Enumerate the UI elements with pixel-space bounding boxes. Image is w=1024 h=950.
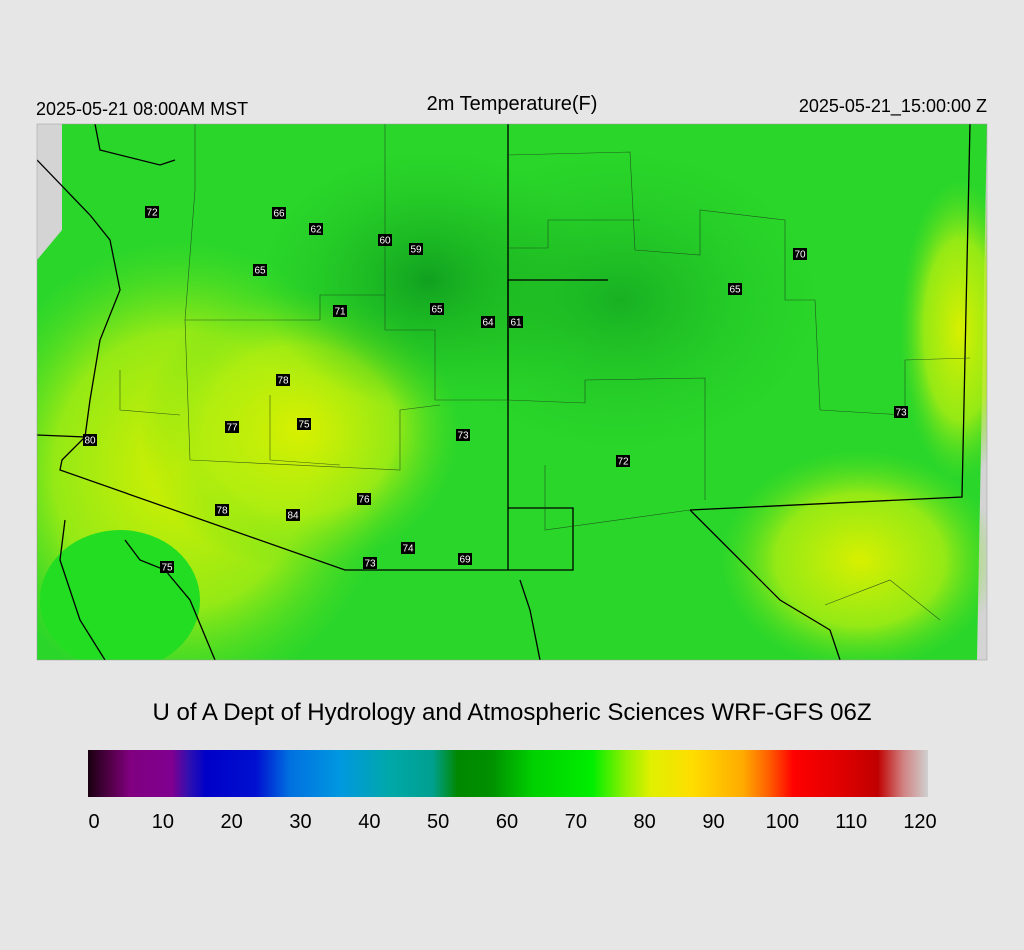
map-frame <box>36 123 988 661</box>
station-box <box>363 557 377 569</box>
station-box <box>481 316 495 328</box>
colorbar-tick-label: 110 <box>835 811 867 833</box>
station-box <box>333 305 347 317</box>
county-line <box>824 579 941 621</box>
state-border <box>37 434 574 571</box>
county-line <box>184 124 196 461</box>
county-line <box>119 370 181 416</box>
station-value: 78 <box>216 506 228 517</box>
station-box <box>357 493 371 505</box>
station-box <box>616 455 630 467</box>
station-value: 66 <box>273 209 285 220</box>
station-box <box>509 316 523 328</box>
map: 72 66 62 60 59 65 71 65 64 61 70 65 78 77 75 73 80 73 72 78… <box>37 124 987 660</box>
station-value: 60 <box>379 236 391 247</box>
station-value: 75 <box>161 563 173 574</box>
colorbar-tick-label: 100 <box>766 811 799 833</box>
station-box <box>160 561 174 573</box>
colorbar <box>88 750 928 797</box>
county-line <box>269 395 341 466</box>
county-line <box>508 219 640 249</box>
station-box <box>894 406 908 418</box>
state-border <box>689 509 841 660</box>
station-box <box>728 283 742 295</box>
station-value: 72 <box>146 208 158 219</box>
colorbar-tick-label: 70 <box>565 811 587 833</box>
station-value: 75 <box>298 420 310 431</box>
colorbar-tick-label: 30 <box>289 811 311 833</box>
colorbar-tick-label: 40 <box>358 811 380 833</box>
local-time: 2025-05-21 08:00AM MST <box>36 99 248 119</box>
station-labels: 72 66 62 60 59 65 71 65 64 61 70 65 78 77 75 73 80 73 72 78… <box>83 206 908 574</box>
station-box <box>225 421 239 433</box>
station-box <box>430 303 444 315</box>
credit: U of A Dept of Hydrology and Atmospheric… <box>153 699 872 726</box>
station-value: 64 <box>482 318 494 329</box>
state-border <box>507 279 608 400</box>
station-value: 78 <box>277 376 289 387</box>
station-value: 73 <box>457 431 469 442</box>
gulf-area <box>40 530 200 660</box>
colorbar-tick-label: 80 <box>634 811 656 833</box>
station-value: 73 <box>895 408 907 419</box>
county-line <box>185 294 385 321</box>
state-border <box>689 124 971 511</box>
station-value: 62 <box>310 225 322 236</box>
station-box <box>309 223 323 235</box>
county-line <box>189 404 441 471</box>
station-box <box>83 434 97 446</box>
station-value: 61 <box>510 318 522 329</box>
station-box <box>793 248 807 260</box>
station-value: 69 <box>459 555 471 566</box>
station-value: 76 <box>358 495 370 506</box>
colorbar-tick-label: 20 <box>221 811 243 833</box>
station-box <box>378 234 392 246</box>
station-box <box>272 207 286 219</box>
station-value: 65 <box>729 285 741 296</box>
cool-area <box>420 150 820 450</box>
county-line <box>507 377 706 500</box>
warm-area <box>720 450 987 660</box>
colorbar-tick-label: 0 <box>88 811 99 833</box>
colorbar-tick-label: 50 <box>427 811 449 833</box>
station-value: 80 <box>84 436 96 447</box>
coast-border <box>59 519 106 660</box>
station-box <box>215 504 229 516</box>
station-box <box>458 553 472 565</box>
station-value: 74 <box>402 544 414 555</box>
border <box>519 579 541 660</box>
colorbar-tick-label: 10 <box>152 811 174 833</box>
colorbar-ticks: 0 10 20 30 40 50 60 70 80 90 100 110 120 <box>88 797 937 833</box>
colorbar-tick-label: 60 <box>496 811 518 833</box>
station-value: 59 <box>410 245 422 256</box>
station-value: 73 <box>364 559 376 570</box>
station-box <box>409 243 423 255</box>
station-value: 77 <box>226 423 238 434</box>
station-value: 70 <box>794 250 806 261</box>
colorbar-tick-label: 90 <box>702 811 724 833</box>
county-line <box>819 357 971 416</box>
station-value: 65 <box>431 305 443 316</box>
county-line <box>384 124 508 401</box>
station-box <box>253 264 267 276</box>
state-border <box>94 124 176 166</box>
coast-border <box>37 159 121 438</box>
station-value: 71 <box>334 307 346 318</box>
station-value: 84 <box>287 511 299 522</box>
colorbar-tick-label: 120 <box>903 811 936 833</box>
station-box <box>401 542 415 554</box>
station-box <box>145 206 159 218</box>
station-box <box>276 374 290 386</box>
station-box <box>456 429 470 441</box>
valid-time: 2025-05-21_15:00:00 Z <box>799 96 987 117</box>
station-box <box>286 509 300 521</box>
station-value: 65 <box>254 266 266 277</box>
station-box <box>297 418 311 430</box>
station-value: 72 <box>617 457 629 468</box>
map-title: 2m Temperature(F) <box>427 93 598 115</box>
warm-area <box>900 180 987 480</box>
county-line <box>544 465 691 531</box>
county-line <box>507 151 821 411</box>
